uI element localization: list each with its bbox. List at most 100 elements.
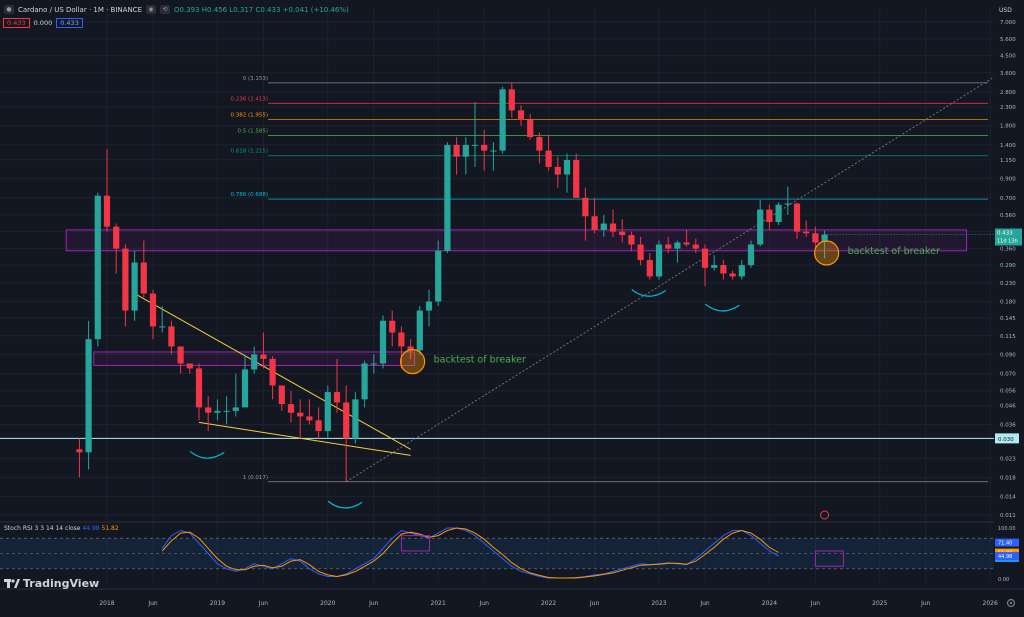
candle	[94, 192, 101, 347]
time-tick: Jun	[810, 600, 821, 607]
candle	[619, 219, 626, 243]
symbol-dot-icon[interactable]: ●	[4, 5, 14, 14]
candle	[674, 240, 681, 263]
eye-icon[interactable]: ◉	[146, 5, 156, 14]
backtest-marker-left	[400, 348, 426, 375]
candle	[131, 250, 138, 321]
tradingview-logo-icon	[4, 579, 20, 588]
candle-body	[398, 332, 405, 347]
compare-icon[interactable]: ⟲	[160, 5, 170, 14]
candle	[149, 289, 157, 340]
fib-level-label: 0.236 (2.413)	[230, 96, 268, 102]
candle-body	[600, 223, 607, 230]
stoch-rsi-legend[interactable]: Stoch RSI 3 3 14 14 close 44.98 51.82	[4, 525, 119, 532]
time-tick: 2026	[983, 600, 998, 607]
candle-body	[545, 150, 552, 167]
candle	[665, 236, 672, 253]
candle-body	[205, 407, 212, 413]
candle	[416, 305, 423, 355]
candle	[389, 310, 396, 347]
candle-body	[471, 144, 479, 146]
candle-body	[628, 235, 635, 245]
candle	[168, 320, 175, 355]
current-price-badge	[995, 228, 1022, 246]
candle-body	[784, 203, 791, 205]
time-tick: Jun	[368, 600, 379, 607]
ohlc-readout: O0.393 H0.456 L0.317 C0.433 +0.041 (+10.…	[174, 5, 349, 14]
candle-body	[462, 144, 469, 157]
candle-body	[821, 234, 828, 242]
swing-low-marks	[189, 289, 740, 509]
chart-header: ● Cardano / US Dollar · 1M · BINANCE ◉ ⟲…	[0, 0, 990, 32]
price-tick: 0.560	[1000, 213, 1016, 219]
candle-body	[582, 197, 589, 217]
candle-body	[186, 363, 193, 369]
candle	[600, 214, 607, 237]
price-tick: 0.230	[1000, 281, 1016, 287]
tradingview-logo[interactable]: TradingView	[4, 577, 99, 590]
settings-gear-icon[interactable]	[1006, 598, 1016, 608]
candle-body	[269, 358, 276, 386]
candle-body	[361, 363, 368, 400]
candle	[453, 137, 460, 175]
price-tick: 0.180	[1000, 300, 1016, 306]
candle	[85, 320, 92, 470]
candle-body	[324, 392, 331, 432]
candle-body	[665, 244, 672, 249]
candle-body	[425, 301, 433, 311]
stoch-rsi-k-value: 44.98	[82, 525, 100, 532]
time-tick: 2018	[99, 600, 114, 607]
candle-body	[591, 216, 598, 230]
time-tick: 2020	[320, 600, 335, 607]
time-tick: Jun	[699, 600, 710, 607]
price-tick: 0.900	[1000, 177, 1016, 183]
time-tick: Jun	[589, 600, 600, 607]
candle	[591, 197, 598, 234]
rsi-highlight-right	[814, 550, 844, 567]
price-tick: 0.290	[1000, 263, 1016, 269]
candle-body	[306, 416, 313, 421]
candle-body	[619, 231, 626, 236]
candle-body	[85, 339, 92, 453]
time-tick: 2023	[651, 600, 666, 607]
candle	[628, 231, 635, 251]
price-axis: USD 7.000 5.600 4.500 3.600 2.800 2.300 1.800 1.…	[994, 0, 1024, 613]
time-tick: Jun	[147, 600, 158, 607]
candle-body	[692, 244, 699, 249]
price-tick: 3.600	[1000, 71, 1016, 77]
price-tick: 0.018	[1000, 475, 1016, 481]
candle-body	[711, 265, 718, 268]
candle-body	[76, 449, 83, 453]
buy-price-button[interactable]: 0.433	[56, 18, 83, 28]
price-tick: 0.700	[1000, 196, 1016, 202]
candle	[471, 102, 479, 167]
stoch-rsi-d-line	[161, 527, 779, 579]
candle	[260, 332, 267, 369]
symbol-title[interactable]: Cardano / US Dollar · 1M · BINANCE	[18, 5, 142, 14]
price-tick: 0.360	[1000, 247, 1016, 253]
wedge-lower-trendline	[198, 421, 411, 456]
grid	[0, 8, 994, 583]
candle	[370, 354, 377, 374]
rsi-axis-tick: 71.40	[998, 541, 1012, 547]
candle-body	[655, 244, 663, 277]
candle	[720, 260, 727, 280]
candle-body	[159, 326, 166, 328]
current-price-value: 0.433	[997, 231, 1013, 237]
candle-body	[527, 119, 534, 138]
candle-body	[333, 392, 341, 403]
fibonacci-retracement: 0 (3.153) 0.236 (2.413) 0.382 (1.955) 0.5 (…	[230, 76, 988, 483]
candle-body	[251, 354, 258, 370]
candle-body	[766, 209, 773, 223]
candle	[573, 153, 580, 198]
candle-body	[499, 89, 506, 151]
candle-body	[177, 346, 184, 364]
sell-price-button[interactable]: 0.433	[3, 18, 30, 28]
long-term-trendline	[345, 77, 993, 483]
candle-body	[315, 420, 322, 432]
candle-body	[435, 250, 442, 302]
rsi-axis-tick: 44.98	[998, 554, 1012, 560]
rsi-axis-tick: 100.00	[998, 526, 1016, 532]
